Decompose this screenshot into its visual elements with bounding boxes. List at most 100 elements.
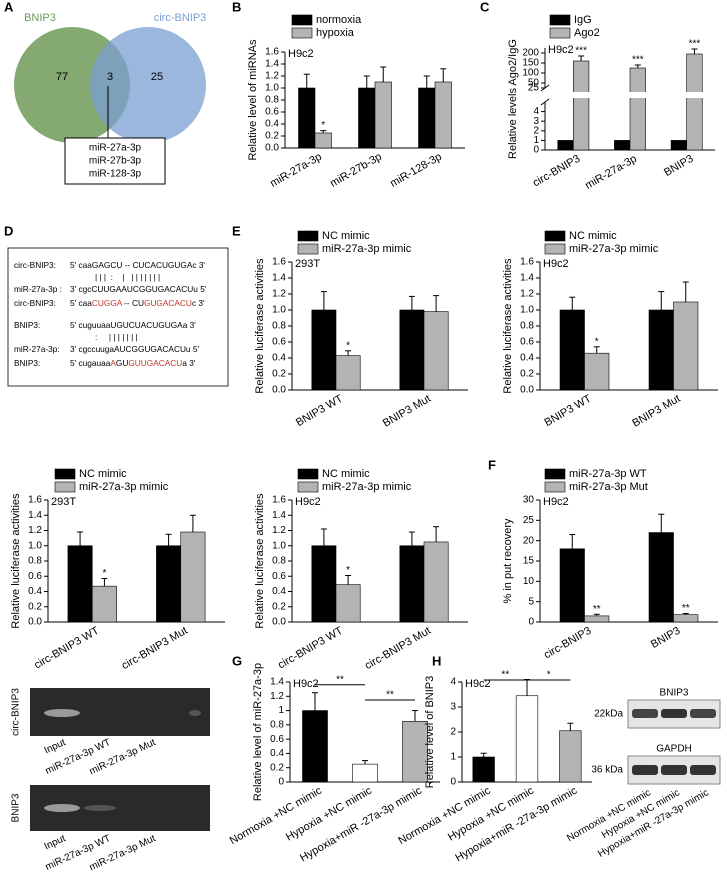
bar <box>374 81 392 149</box>
x-tick-label: BNIP3 Mut <box>630 393 682 430</box>
y-tick-label: 1 <box>278 705 284 716</box>
y-tick-label: 0.2 <box>272 369 286 380</box>
y-tick-label: 0.6 <box>272 337 286 348</box>
cell-line: 293T <box>51 496 76 508</box>
y-axis-label: Relative luciferase activities <box>10 493 22 629</box>
legend-label: Ago2 <box>574 27 600 39</box>
y-tick-label: 0.4 <box>272 586 286 597</box>
x-tick-label: BNIP3 WT <box>542 393 593 430</box>
significance: *** <box>632 55 644 66</box>
y-tick-label: 1.4 <box>520 273 534 284</box>
sequence: : | | | | | | | <box>95 332 138 342</box>
bar <box>557 140 574 151</box>
x-tick-label: miR-27a-3p <box>583 153 639 192</box>
y-tick-label: 0 <box>278 777 284 788</box>
y-tick-label: 10 <box>523 576 535 587</box>
bar <box>648 532 674 623</box>
y-tick-label: 0.0 <box>265 143 279 154</box>
y-tick-label: 0.8 <box>272 321 286 332</box>
sequence-segment: | | | : | | | | | | | | <box>95 272 160 282</box>
significance: * <box>102 568 106 579</box>
cell-line: H9c2 <box>288 48 314 60</box>
significance: * <box>321 120 325 131</box>
y-tick-label: 0.2 <box>28 601 42 612</box>
bar <box>573 60 590 151</box>
blot-size: 22kDa <box>594 709 623 720</box>
sequence-label: BNIP3: <box>14 358 40 368</box>
x-tick-label: circ-BNIP3 WT <box>32 625 101 672</box>
venn-count: 77 <box>56 71 68 83</box>
shared-mirna: miR-27b-3p <box>89 156 142 167</box>
bar <box>673 301 699 391</box>
bar <box>423 311 449 391</box>
y-tick-label: 1.0 <box>272 540 286 551</box>
sequence-segment: 5' caaGAGCU -- CUCACUGUGAc 3' <box>70 260 205 270</box>
y-tick-label: 1.4 <box>272 273 286 284</box>
sequence-segment: c 3' <box>192 298 205 308</box>
sequence-segment: CUGGA <box>92 298 123 308</box>
venn-count: 25 <box>151 71 163 83</box>
significance: * <box>346 340 350 351</box>
legend-swatch <box>544 481 566 493</box>
legend-swatch <box>549 14 571 26</box>
y-tick-label: 3 <box>450 702 456 713</box>
legend-label: NC mimic <box>569 230 617 242</box>
panel-label: D <box>4 223 13 238</box>
significance: *** <box>689 39 701 50</box>
y-tick-label: 1.6 <box>28 495 42 506</box>
x-tick-label: circ-BNIP3 Mut <box>120 625 190 672</box>
y-tick-label: 1.4 <box>272 510 286 521</box>
bar <box>648 309 674 391</box>
sequence: 5' caaCUGGA -- CUGUGACACUc 3' <box>70 298 205 308</box>
y-tick-label: 50 <box>528 78 540 89</box>
sequence: 5' cuguuaaUGUCUACUGUGAa 3' <box>70 320 196 330</box>
sequence: 5' caaGAGCU -- CUCACUGUGAc 3' <box>70 260 205 270</box>
bar <box>614 140 631 151</box>
gel-band <box>44 804 80 812</box>
lane-label: Input <box>43 833 68 852</box>
y-tick-label: 4 <box>533 106 539 117</box>
bar <box>629 67 646 151</box>
x-tick-label: circ-BNIP3 Mut <box>363 625 433 672</box>
sequence-segment: 5' cugauaa <box>70 358 111 368</box>
y-axis-label: % in put recovery <box>502 518 514 603</box>
sequence-box <box>7 247 229 387</box>
x-tick-label: Hypoxia +NC mimic <box>284 784 374 843</box>
cell-line: H9c2 <box>295 496 321 508</box>
y-tick-label: 0.2 <box>520 369 534 380</box>
sequence-segment: -- CU <box>122 298 144 308</box>
gel-band <box>44 709 80 717</box>
sequence-label: circ-BNIP3: <box>14 260 56 270</box>
y-tick-label: 30 <box>523 495 535 506</box>
x-tick-label: circ-BNIP3 <box>542 625 594 662</box>
y-tick-label: 0.4 <box>520 353 534 364</box>
y-tick-label: 200 <box>522 48 539 59</box>
legend-label: IgG <box>574 14 592 26</box>
sequence-label: circ-BNIP3: <box>14 298 56 308</box>
bar <box>352 763 378 783</box>
gel-label: circ-BNIP3 <box>11 688 22 736</box>
y-tick-label: 0.8 <box>28 556 42 567</box>
y-tick-label: 0.6 <box>270 734 284 745</box>
sequence-segment: GUGACACU <box>144 298 192 308</box>
x-tick-label: miR-128-3p <box>388 151 444 190</box>
y-tick-label: 1.2 <box>265 71 279 82</box>
legend-label: miR-27a-3p mimic <box>322 481 412 493</box>
y-tick-label: 1.4 <box>28 510 42 521</box>
shared-mirna: miR-27a-3p <box>89 143 142 154</box>
y-tick-label: 1.2 <box>28 525 42 536</box>
blot-band <box>632 709 658 718</box>
bar <box>559 548 585 623</box>
blot-title: GAPDH <box>656 744 692 755</box>
y-tick-label: 0.0 <box>520 385 534 396</box>
blot-title: BNIP3 <box>660 688 689 699</box>
bar <box>673 614 699 623</box>
y-tick-label: 100 <box>522 68 539 79</box>
sequence-segment: : | | | | | | | <box>95 332 138 342</box>
shared-mirna: miR-128-3p <box>89 169 142 180</box>
y-tick-label: 2 <box>450 727 456 738</box>
sequence-segment: 3' cgcCUUGAAUCGGUGACACUu 5' <box>70 284 207 294</box>
bar <box>686 53 703 151</box>
y-axis-label: Relative luciferase activities <box>254 258 266 394</box>
legend-label: NC mimic <box>79 468 127 480</box>
